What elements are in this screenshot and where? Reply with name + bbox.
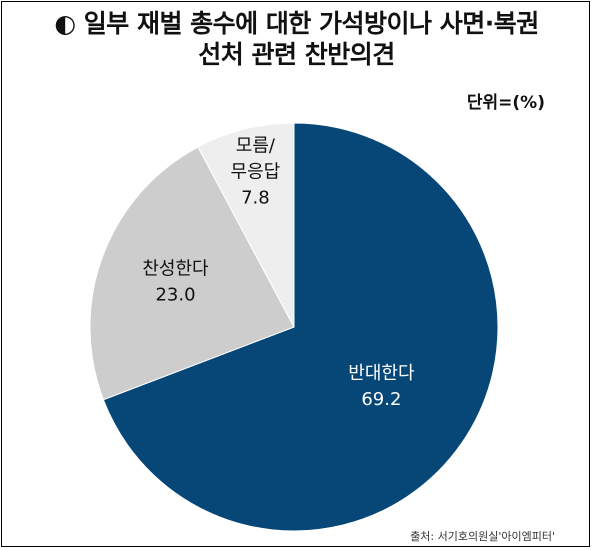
pie-slice-1 (102, 122, 499, 532)
slice-category-label: 찬성한다 (142, 259, 209, 280)
slice-category-label: 반대한다 (348, 363, 415, 384)
slice-value-label: 7.8 (241, 188, 270, 209)
pie-slice-2 (89, 146, 295, 401)
pie-slice-3 (197, 122, 295, 328)
unit-label: 단위=(%) (466, 93, 545, 113)
slice-label-group-3: 모름/무응답 7.8 (231, 136, 281, 209)
chart-title: ◐ 일부 재벌 총수에 대한 가석방이나 사면·복권 선처 관련 찬반의견 (0, 8, 593, 70)
slice-category-label: 무응답 (231, 162, 281, 183)
source-note: 출처: 서기호의원실'아이엠피터' (410, 530, 555, 543)
slice-label-group-2: 찬성한다 23.0 (142, 259, 209, 306)
chart-title-line-2: 선처 관련 찬반의견 (198, 40, 395, 69)
slice-label-group-1: 반대한다 69.2 (348, 363, 415, 410)
chart-title-line-1: ◐ 일부 재벌 총수에 대한 가석방이나 사면·복권 (54, 9, 539, 38)
slice-value-label: 23.0 (155, 285, 195, 306)
slice-value-label: 69.2 (361, 389, 401, 410)
slice-category-label: 모름/ (236, 136, 276, 157)
